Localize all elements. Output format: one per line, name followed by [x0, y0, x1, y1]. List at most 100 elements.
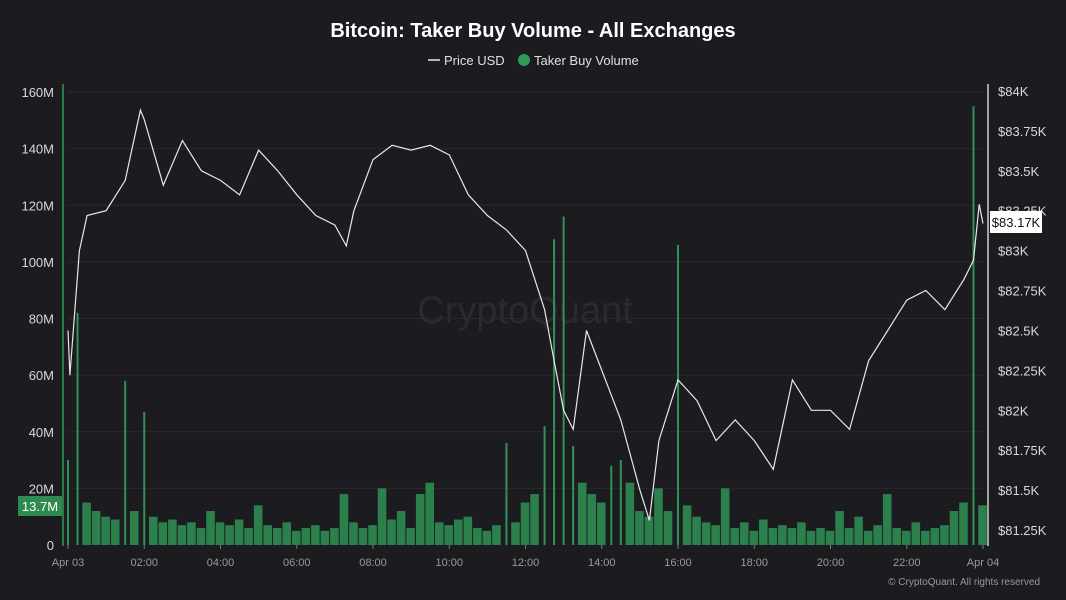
volume-bar: [663, 511, 673, 545]
volume-bar: [396, 511, 406, 545]
y-right-tick: $81.25K: [998, 523, 1047, 538]
y-left-tick: 40M: [29, 425, 54, 440]
volume-bar: [110, 519, 120, 545]
x-tick-label: 02:00: [130, 557, 158, 569]
volume-bar: [301, 528, 311, 545]
volume-bar: [816, 528, 825, 545]
volume-bar: [892, 528, 902, 545]
volume-bar: [272, 528, 282, 545]
volume-bar: [377, 488, 387, 545]
volume-bar: [225, 525, 234, 545]
volume-bar: [530, 494, 539, 545]
x-tick-label: 22:00: [893, 557, 921, 569]
volume-bar: [587, 494, 597, 545]
volume-bar: [797, 522, 806, 545]
volume-bar: [492, 525, 501, 545]
volume-bar: [959, 502, 968, 545]
volume-bar: [739, 522, 749, 545]
volume-bar: [940, 525, 949, 545]
volume-bar: [311, 525, 320, 545]
volume-bar: [67, 460, 69, 545]
volume-bar: [682, 505, 692, 545]
volume-bar: [635, 511, 644, 545]
volume-bar: [406, 528, 415, 545]
volume-bar: [124, 380, 127, 545]
volume-bar: [149, 516, 158, 545]
volume-bar: [196, 528, 206, 545]
y-left-tick: 20M: [29, 481, 54, 496]
y-left-tick: 0: [47, 538, 54, 553]
footer-copyright: © CryptoQuant. All rights reserved: [888, 577, 1040, 588]
volume-bar: [844, 528, 854, 545]
y-right-tick: $83K: [998, 244, 1029, 259]
volume-bar: [234, 519, 244, 545]
volume-bar: [425, 482, 434, 545]
volume-bar: [863, 530, 873, 545]
volume-bar: [972, 106, 975, 545]
volume-bar: [434, 522, 444, 545]
volume-bar: [282, 522, 292, 545]
volume-bar: [320, 530, 330, 545]
volume-bar: [596, 502, 606, 545]
volume-bar: [911, 522, 921, 545]
volume-bar: [677, 244, 679, 545]
volume-bar: [553, 239, 556, 545]
volume-bar: [768, 528, 778, 545]
y-right-tick: $83.75K: [998, 124, 1047, 139]
volume-bar: [610, 465, 613, 545]
x-tick-label: 06:00: [283, 557, 311, 569]
volume-bar: [572, 445, 575, 545]
volume-bar: [873, 525, 882, 545]
volume-bar: [358, 528, 368, 545]
volume-bar: [82, 502, 91, 545]
x-tick-label: 08:00: [359, 557, 387, 569]
volume-bar: [444, 525, 454, 545]
x-tick-label: 18:00: [740, 557, 768, 569]
volume-bar: [263, 525, 272, 545]
y-right-tick: $81.5K: [998, 483, 1040, 498]
volume-bar: [978, 505, 987, 545]
current-price-badge: $83.17K: [990, 211, 1042, 233]
price-line: [67, 108, 984, 521]
y-left-tick: 100M: [21, 255, 54, 270]
legend-volume-label[interactable]: Taker Buy Volume: [534, 53, 639, 68]
legend-price-label[interactable]: Price USD: [444, 53, 505, 68]
volume-bar: [368, 525, 377, 545]
volume-bar: [463, 516, 473, 545]
volume-bar: [701, 522, 711, 545]
volume-bar: [143, 411, 146, 545]
volume-bar: [692, 516, 701, 545]
volume-bar: [720, 488, 730, 545]
volume-bar: [520, 502, 530, 545]
y-left-tick: 80M: [29, 312, 54, 327]
y-left-tick: 60M: [29, 368, 54, 383]
volume-bar: [206, 511, 215, 545]
volume-bar: [625, 482, 635, 545]
volume-bar: [129, 511, 139, 545]
volume-bar: [291, 530, 301, 545]
y-right-tick: $82.5K: [998, 323, 1040, 338]
legend[interactable]: Price USD Taker Buy Volume: [428, 53, 639, 68]
volume-bar: [825, 530, 835, 545]
volume-bar: [253, 505, 263, 545]
volume-bar: [787, 528, 797, 545]
volume-bar: [949, 511, 959, 545]
volume-bar: [91, 511, 101, 545]
y-right-tick: $82.75K: [998, 284, 1047, 299]
y-right-tick: $83.5K: [998, 164, 1040, 179]
volume-bar: [562, 216, 565, 545]
volume-bar: [349, 522, 358, 545]
x-tick-label: 12:00: [512, 557, 540, 569]
volume-bar: [76, 312, 79, 545]
volume-bar: [158, 522, 168, 545]
chart-title: Bitcoin: Taker Buy Volume - All Exchange…: [330, 20, 735, 42]
x-tick-label: 10:00: [435, 557, 463, 569]
volume-bar: [101, 516, 110, 545]
volume-bar: [730, 528, 739, 545]
volume-bar: [759, 519, 768, 545]
y-left-tick: 140M: [21, 142, 54, 157]
volume-bar: [882, 494, 892, 545]
volume-bar: [835, 511, 844, 545]
x-tick-label: 20:00: [817, 557, 845, 569]
